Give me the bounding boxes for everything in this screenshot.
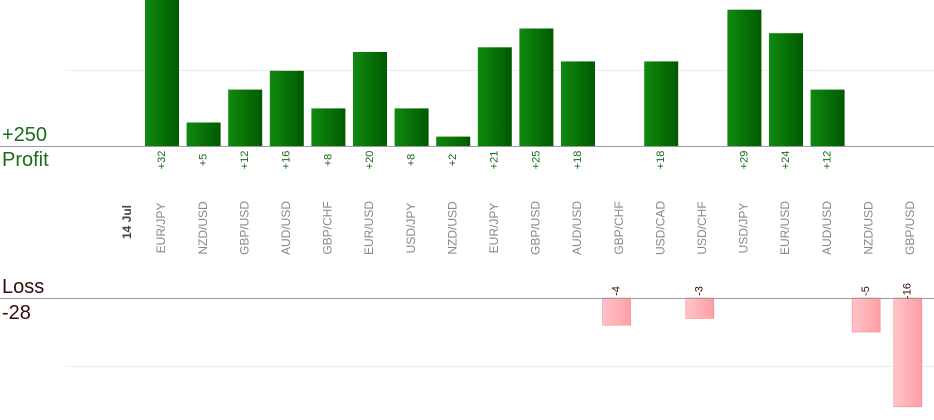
category-label-13: USD/CAD xyxy=(653,201,667,255)
category-label-1: EUR/JPY xyxy=(154,203,168,254)
bar-15 xyxy=(727,9,762,147)
value-label-17: +12 xyxy=(822,151,834,170)
category-label-17: AUD/USD xyxy=(820,201,834,255)
category-label-9: EUR/JPY xyxy=(487,203,501,254)
profit-label: Profit xyxy=(2,149,49,171)
value-label-5: +8 xyxy=(322,154,334,167)
category-label-5: GBP/CHF xyxy=(321,201,335,254)
value-label-7: +8 xyxy=(406,154,418,167)
bar-8 xyxy=(436,136,471,146)
bar-19 xyxy=(893,297,923,408)
category-label-14: USD/CHF xyxy=(695,201,709,254)
bar-1 xyxy=(145,0,179,146)
value-label-6: +20 xyxy=(364,151,376,170)
value-label-13: +18 xyxy=(655,151,667,170)
value-label-9: +21 xyxy=(489,151,501,170)
bar-13 xyxy=(644,61,679,146)
category-labels: EUR/JPY NZD/USD GBP/USD AUD/USD GBP/CHF EUR/U… xyxy=(154,201,917,255)
bar-12 xyxy=(602,297,631,326)
bar-11 xyxy=(561,61,595,146)
bar-7 xyxy=(394,108,429,146)
value-label-4: +16 xyxy=(281,151,293,170)
loss-total: -28 xyxy=(2,302,31,324)
profit-total: +250 xyxy=(2,124,48,146)
bar-3 xyxy=(228,89,263,146)
bar-10 xyxy=(519,28,554,146)
category-label-12: GBP/CHF xyxy=(612,201,626,254)
value-label-14: -3 xyxy=(694,286,706,296)
category-label-7: USD/JPY xyxy=(404,203,418,254)
value-label-3: +12 xyxy=(239,151,251,170)
category-label-8: NZD/USD xyxy=(445,201,459,255)
value-label-10: +25 xyxy=(530,151,542,170)
value-label-12: -4 xyxy=(611,286,623,296)
loss-label: Loss xyxy=(2,276,45,298)
category-label-4: AUD/USD xyxy=(279,201,293,255)
value-labels: +32 +5 +12 +16 +8 +20 +8 +2 +21 +25 +18 -4 +18 -3 +29 +… xyxy=(156,151,914,299)
bar-17 xyxy=(810,89,845,146)
category-label-11: AUD/USD xyxy=(570,201,584,255)
bar-6 xyxy=(353,52,387,146)
category-label-15: USD/JPY xyxy=(737,203,751,254)
bar-16 xyxy=(769,33,803,147)
value-label-11: +18 xyxy=(572,151,584,170)
category-label-16: EUR/USD xyxy=(778,201,792,255)
value-label-16: +24 xyxy=(780,151,792,170)
value-label-19: -16 xyxy=(902,283,914,299)
category-label-10: GBP/USD xyxy=(529,201,543,255)
bar-18 xyxy=(851,297,881,333)
category-label-3: GBP/USD xyxy=(237,201,251,255)
bar-4 xyxy=(269,70,304,146)
date-label: 14 Jul xyxy=(120,205,134,239)
bar-9 xyxy=(477,47,512,146)
value-label-1: +32 xyxy=(156,151,168,170)
category-label-2: NZD/USD xyxy=(196,201,210,255)
bar-2 xyxy=(186,122,221,146)
value-label-18: -5 xyxy=(860,286,872,296)
bar-5 xyxy=(311,108,346,146)
value-label-15: +29 xyxy=(738,151,750,170)
category-label-6: EUR/USD xyxy=(362,201,376,255)
bar-14 xyxy=(685,297,715,319)
category-label-19: GBP/USD xyxy=(903,201,917,255)
category-label-18: NZD/USD xyxy=(861,201,875,255)
bars-layer xyxy=(145,0,923,408)
value-label-8: +2 xyxy=(447,154,459,167)
value-label-2: +5 xyxy=(198,154,210,167)
